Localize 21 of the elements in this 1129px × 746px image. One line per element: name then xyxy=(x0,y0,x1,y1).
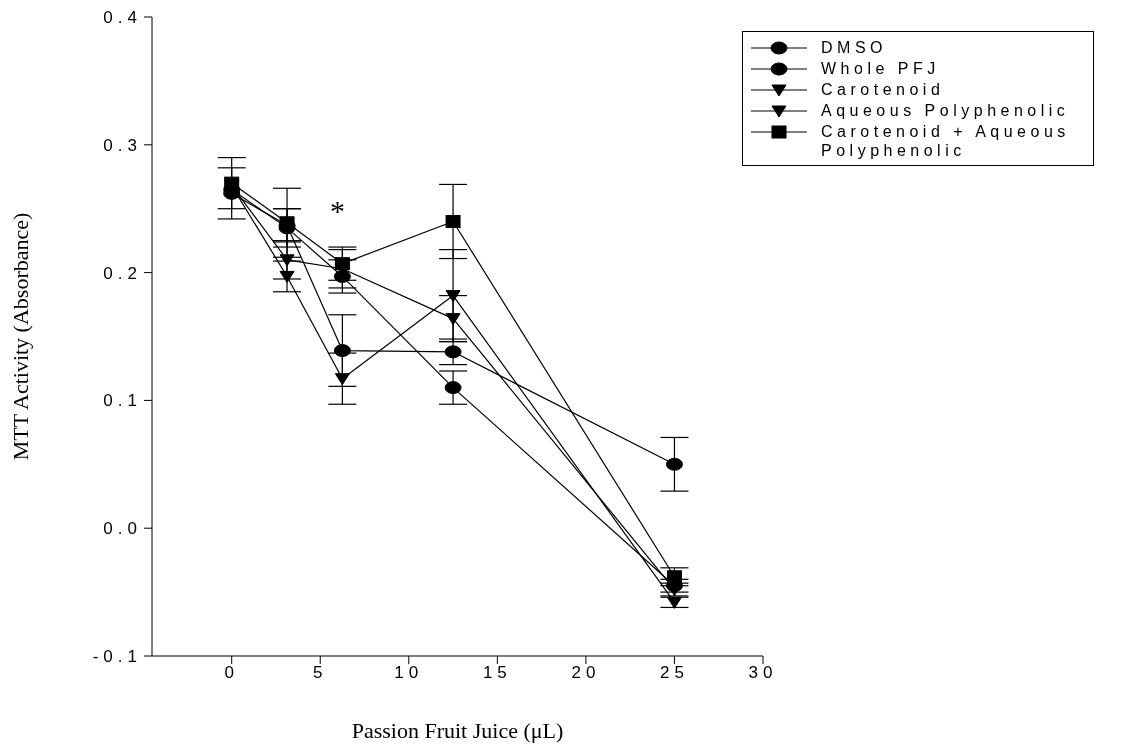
annotation: * xyxy=(330,194,345,227)
y-tick-label: -0.1 xyxy=(92,647,142,667)
y-axis-title: MTT Activity (Absorbance) xyxy=(7,212,33,461)
x-tick-label: 20 xyxy=(571,663,601,683)
x-tick-label: 25 xyxy=(659,663,689,683)
y-tick-label: 0.0 xyxy=(103,519,142,539)
y-tick-label: 0.3 xyxy=(103,135,142,155)
x-axis-title: Passion Fruit Juice (μL) xyxy=(351,718,564,743)
legend-label: Carotenoid xyxy=(821,80,945,99)
legend-label: Aqueous Polyphenolic xyxy=(821,101,1070,120)
x-tick-label: 5 xyxy=(313,663,328,683)
x-tick-label: 15 xyxy=(482,663,512,683)
x-tick-label: 30 xyxy=(748,663,778,683)
legend-label: Carotenoid + Aqueous Polyphenolic xyxy=(821,122,1071,160)
legend-label: Whole PFJ xyxy=(821,59,940,78)
x-tick-label: 0 xyxy=(224,663,239,683)
y-tick-label: 0.4 xyxy=(103,8,142,28)
legend-label: DMSO xyxy=(821,38,887,57)
y-tick-label: 0.1 xyxy=(103,391,142,411)
x-tick-label: 10 xyxy=(394,663,424,683)
y-tick-label: 0.2 xyxy=(103,263,142,283)
